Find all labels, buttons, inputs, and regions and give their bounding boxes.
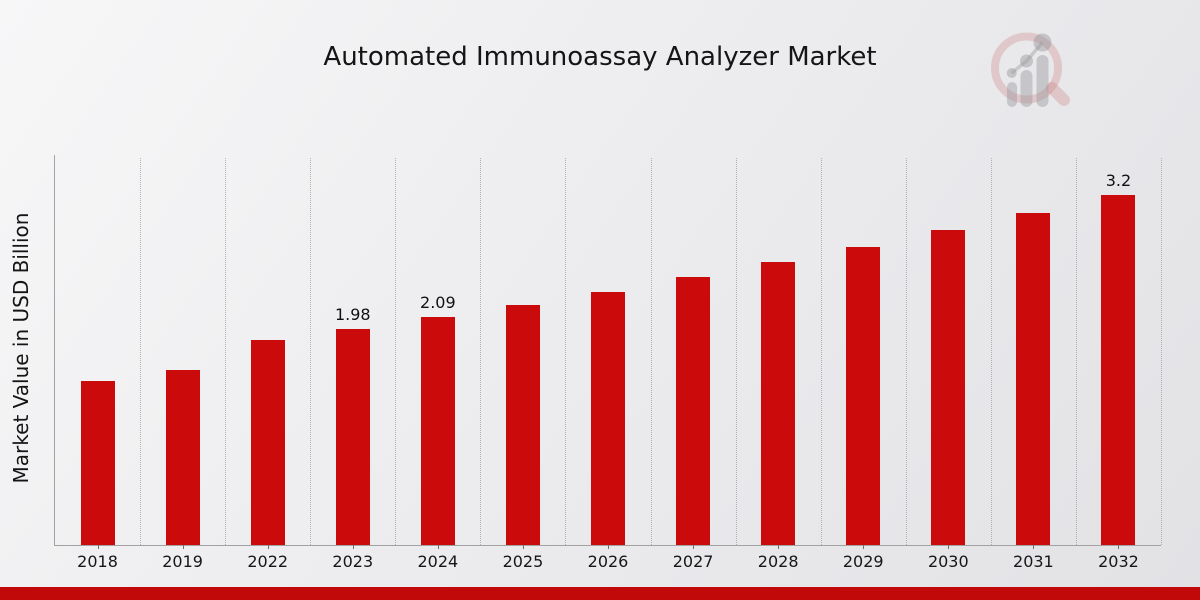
x-tick-label-2023: 2023 (332, 552, 374, 571)
footer-accent-bar (0, 587, 1200, 600)
bar-2022 (250, 340, 285, 545)
gridline (480, 158, 482, 545)
bar-2028 (761, 262, 796, 545)
x-tick-label-2028: 2028 (757, 552, 799, 571)
x-axis-tick-2024 (437, 545, 439, 549)
bar-2030 (931, 230, 966, 545)
gridline (565, 158, 567, 545)
plot-area: 2018 2019 2022 1.98 2023 2.09 2024 2025 2026 2027… (54, 155, 1162, 571)
x-axis-tick-2030 (948, 545, 950, 549)
bar-2026 (591, 292, 625, 545)
x-axis-tick-2019 (182, 545, 184, 549)
y-axis-label: Market Value in USD Billion (9, 212, 33, 484)
trend-line (1010, 41, 1044, 75)
x-axis-tick-2029 (863, 545, 865, 549)
bar-2025 (505, 305, 540, 545)
gridline (905, 158, 907, 545)
x-tick-label-2026: 2026 (587, 552, 629, 571)
x-axis-tick-2031 (1033, 545, 1035, 549)
x-axis-tick-2025 (522, 545, 524, 549)
gridline (1075, 158, 1077, 545)
gridline (140, 158, 142, 545)
x-tick-label-2027: 2027 (672, 552, 714, 571)
bar-2018 (80, 381, 115, 545)
trend-dot-medium (1020, 54, 1033, 68)
x-tick-label-2019: 2019 (162, 552, 203, 571)
x-tick-label-2022: 2022 (247, 552, 289, 571)
x-tick-label-2025: 2025 (502, 552, 544, 571)
bar-value-label-2023: 1.98 (334, 305, 371, 324)
bar-2023 (335, 329, 370, 545)
x-axis-tick-2023 (352, 545, 354, 549)
x-tick-label-2018: 2018 (77, 552, 118, 571)
bar-2019 (165, 370, 200, 545)
gridline (1161, 158, 1162, 545)
gridline (310, 158, 312, 545)
x-tick-label-2024: 2024 (417, 552, 459, 571)
bar-2027 (676, 277, 711, 545)
magnifier-handle (1046, 82, 1070, 106)
gridline (650, 158, 652, 545)
bar-value-label-2032: 3.2 (1105, 171, 1132, 190)
x-tick-label-2031: 2031 (1013, 552, 1054, 571)
bar-2029 (846, 247, 881, 545)
gridline (990, 158, 992, 545)
gridline (820, 158, 822, 545)
magnifier-ring (991, 32, 1062, 104)
chart-title: Automated Immunoassay Analyzer Market (323, 42, 877, 72)
x-axis-tick-2022 (267, 545, 269, 549)
logo-bar-medium (1020, 70, 1033, 107)
gridline (395, 158, 397, 545)
x-axis-tick-2032 (1118, 545, 1120, 549)
trend-dot-small (1006, 68, 1017, 78)
x-axis-tick-2027 (693, 545, 695, 549)
gridline (735, 158, 737, 545)
logo-bar-small (1007, 82, 1017, 107)
gridline (225, 158, 227, 545)
x-axis-tick-2018 (97, 545, 99, 549)
logo-bar-tall (1036, 55, 1049, 107)
bar-value-label-2024: 2.09 (420, 293, 456, 312)
x-tick-label-2029: 2029 (842, 552, 884, 571)
bar-2032 (1101, 195, 1136, 545)
bar-2024 (420, 317, 455, 545)
x-tick-label-2030: 2030 (927, 552, 969, 571)
x-axis-tick-2028 (778, 545, 780, 549)
bar-2031 (1016, 213, 1051, 545)
brand-logo-magnifier-chart-icon (991, 32, 1070, 107)
trend-dot-large (1033, 33, 1052, 52)
x-axis-tick-2026 (608, 545, 609, 549)
x-tick-label-2032: 2032 (1098, 552, 1139, 571)
